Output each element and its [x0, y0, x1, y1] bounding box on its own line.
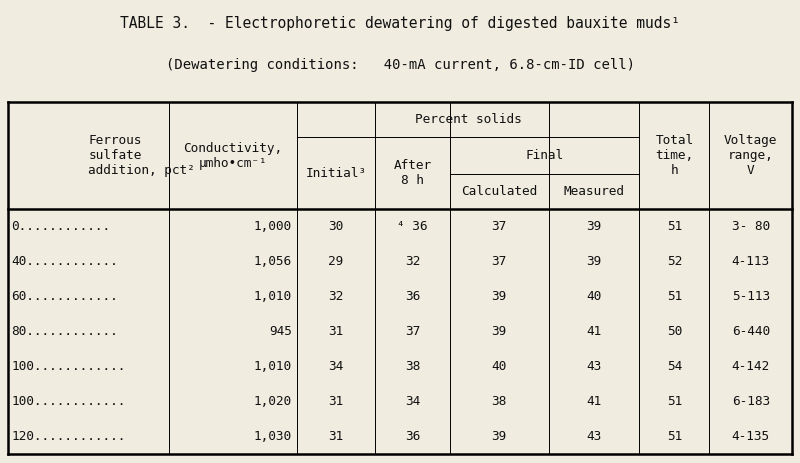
Text: 37: 37	[491, 220, 506, 233]
Text: 4-135: 4-135	[732, 430, 770, 443]
Text: 32: 32	[329, 290, 344, 303]
Text: 1,000: 1,000	[254, 220, 292, 233]
Text: ⁴ 36: ⁴ 36	[397, 220, 428, 233]
Text: 6-440: 6-440	[732, 325, 770, 338]
Text: 39: 39	[491, 430, 506, 443]
Text: 43: 43	[586, 430, 602, 443]
Text: 54: 54	[666, 360, 682, 373]
Text: 3- 80: 3- 80	[732, 220, 770, 233]
Text: (Dewatering conditions:   40-mA current, 6.8-cm-ID cell): (Dewatering conditions: 40-mA current, 6…	[166, 58, 634, 72]
Text: TABLE 3.  - Electrophoretic dewatering of digested bauxite muds¹: TABLE 3. - Electrophoretic dewatering of…	[120, 16, 680, 31]
Text: 43: 43	[586, 360, 602, 373]
Text: Initial³: Initial³	[306, 167, 366, 180]
Text: 39: 39	[491, 290, 506, 303]
Text: 100............: 100............	[11, 395, 126, 408]
Text: Total
time,
h: Total time, h	[655, 134, 694, 177]
Text: 0............: 0............	[11, 220, 110, 233]
Text: 41: 41	[586, 395, 602, 408]
Text: 38: 38	[491, 395, 506, 408]
Text: Voltage
range,
V: Voltage range, V	[724, 134, 778, 177]
Text: After
8 h: After 8 h	[394, 159, 431, 187]
Text: 1,056: 1,056	[254, 255, 292, 268]
Text: 31: 31	[329, 325, 344, 338]
Text: 60............: 60............	[11, 290, 118, 303]
Text: 40: 40	[586, 290, 602, 303]
Text: 37: 37	[405, 325, 420, 338]
Text: 51: 51	[666, 220, 682, 233]
Text: 50: 50	[666, 325, 682, 338]
Text: 29: 29	[329, 255, 344, 268]
Text: 4-142: 4-142	[732, 360, 770, 373]
Text: 100............: 100............	[11, 360, 126, 373]
Text: 51: 51	[666, 290, 682, 303]
Text: 120............: 120............	[11, 430, 126, 443]
Text: 1,010: 1,010	[254, 360, 292, 373]
Text: Measured: Measured	[563, 185, 625, 198]
Text: 36: 36	[405, 430, 420, 443]
Text: 5-113: 5-113	[732, 290, 770, 303]
Text: 80............: 80............	[11, 325, 118, 338]
Text: 51: 51	[666, 430, 682, 443]
Text: Percent solids: Percent solids	[414, 113, 522, 126]
Text: 31: 31	[329, 430, 344, 443]
Text: 31: 31	[329, 395, 344, 408]
Text: 945: 945	[269, 325, 292, 338]
Text: 6-183: 6-183	[732, 395, 770, 408]
Text: Conductivity,
μmho•cm⁻¹: Conductivity, μmho•cm⁻¹	[183, 142, 282, 169]
Text: 40............: 40............	[11, 255, 118, 268]
Text: 52: 52	[666, 255, 682, 268]
Text: 51: 51	[666, 395, 682, 408]
Text: Final: Final	[526, 149, 563, 162]
Text: 37: 37	[491, 255, 506, 268]
Text: 4-113: 4-113	[732, 255, 770, 268]
Text: 1,030: 1,030	[254, 430, 292, 443]
Text: Calculated: Calculated	[461, 185, 537, 198]
Text: 39: 39	[491, 325, 506, 338]
Text: 32: 32	[405, 255, 420, 268]
Text: 40: 40	[491, 360, 506, 373]
Text: Ferrous
sulfate
addition, pct²: Ferrous sulfate addition, pct²	[89, 134, 195, 177]
Text: 38: 38	[405, 360, 420, 373]
Text: 34: 34	[405, 395, 420, 408]
Text: 41: 41	[586, 325, 602, 338]
Text: 39: 39	[586, 255, 602, 268]
Text: 34: 34	[329, 360, 344, 373]
Text: 36: 36	[405, 290, 420, 303]
Text: 1,020: 1,020	[254, 395, 292, 408]
Text: 30: 30	[329, 220, 344, 233]
Text: 39: 39	[586, 220, 602, 233]
Text: 1,010: 1,010	[254, 290, 292, 303]
